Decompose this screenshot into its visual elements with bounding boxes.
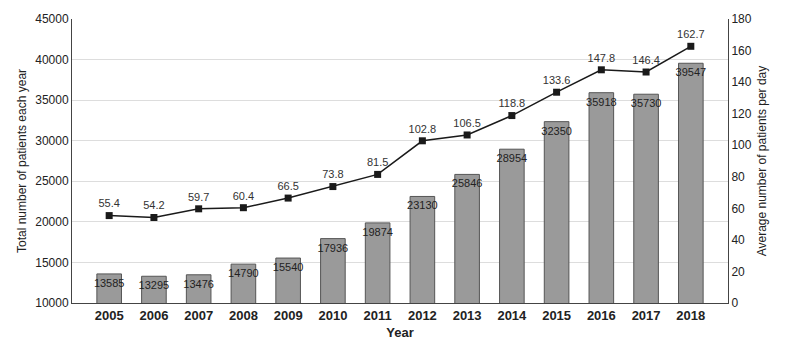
svg-text:2017: 2017	[632, 308, 661, 323]
svg-text:0: 0	[731, 296, 738, 310]
svg-text:162.7: 162.7	[677, 28, 705, 40]
svg-text:2006: 2006	[139, 308, 168, 323]
svg-text:118.8: 118.8	[499, 97, 526, 109]
svg-text:20000: 20000	[35, 215, 69, 229]
svg-text:180: 180	[731, 12, 751, 26]
svg-text:20: 20	[731, 265, 745, 279]
svg-text:2013: 2013	[453, 308, 482, 323]
svg-text:120: 120	[731, 107, 751, 121]
svg-text:160: 160	[731, 44, 751, 58]
svg-text:2014: 2014	[497, 308, 527, 323]
svg-text:23130: 23130	[407, 199, 438, 211]
svg-text:2005: 2005	[95, 308, 124, 323]
svg-text:40: 40	[731, 233, 745, 247]
svg-text:13476: 13476	[183, 278, 214, 290]
svg-text:15540: 15540	[273, 261, 304, 273]
svg-text:100: 100	[731, 138, 751, 152]
svg-text:59.7: 59.7	[188, 191, 209, 203]
svg-text:15000: 15000	[35, 256, 69, 270]
svg-text:35000: 35000	[35, 93, 69, 107]
svg-text:73.8: 73.8	[322, 168, 343, 180]
svg-text:25000: 25000	[35, 174, 69, 188]
svg-text:2010: 2010	[318, 308, 347, 323]
svg-text:2007: 2007	[184, 308, 213, 323]
svg-text:106.5: 106.5	[453, 117, 481, 129]
svg-text:2011: 2011	[364, 308, 392, 323]
svg-text:81.5: 81.5	[367, 156, 388, 168]
svg-text:146.4: 146.4	[632, 54, 660, 66]
svg-text:54.2: 54.2	[143, 199, 164, 211]
svg-text:13295: 13295	[139, 279, 170, 291]
svg-text:55.4: 55.4	[98, 197, 119, 209]
svg-text:17936: 17936	[318, 242, 349, 254]
svg-text:32350: 32350	[541, 125, 572, 137]
svg-text:28954: 28954	[497, 152, 528, 164]
svg-text:13585: 13585	[94, 277, 125, 289]
svg-text:2012: 2012	[408, 308, 437, 323]
svg-text:80: 80	[731, 170, 745, 184]
svg-text:Year: Year	[386, 325, 413, 340]
svg-text:39547: 39547	[676, 66, 707, 78]
svg-text:2018: 2018	[676, 308, 705, 323]
svg-text:35918: 35918	[586, 96, 617, 108]
svg-text:40000: 40000	[35, 53, 69, 67]
svg-text:19874: 19874	[362, 226, 393, 238]
svg-text:2016: 2016	[587, 308, 616, 323]
svg-text:133.6: 133.6	[543, 74, 571, 86]
svg-text:10000: 10000	[35, 296, 69, 310]
svg-text:66.5: 66.5	[277, 180, 298, 192]
svg-text:147.8: 147.8	[588, 52, 616, 64]
svg-text:60.4: 60.4	[233, 190, 254, 202]
svg-text:102.8: 102.8	[409, 123, 437, 135]
svg-text:30000: 30000	[35, 134, 69, 148]
svg-text:2009: 2009	[274, 308, 303, 323]
svg-text:14790: 14790	[228, 267, 259, 279]
svg-text:25846: 25846	[452, 177, 483, 189]
svg-text:60: 60	[731, 202, 745, 216]
svg-text:Average number of patients per: Average number of patients per day	[755, 66, 769, 257]
svg-text:45000: 45000	[35, 12, 69, 26]
svg-text:Total number of patients each: Total number of patients each year	[15, 69, 29, 253]
svg-text:35730: 35730	[631, 97, 662, 109]
svg-text:2015: 2015	[542, 308, 571, 323]
svg-text:2008: 2008	[229, 308, 258, 323]
svg-text:140: 140	[731, 75, 751, 89]
